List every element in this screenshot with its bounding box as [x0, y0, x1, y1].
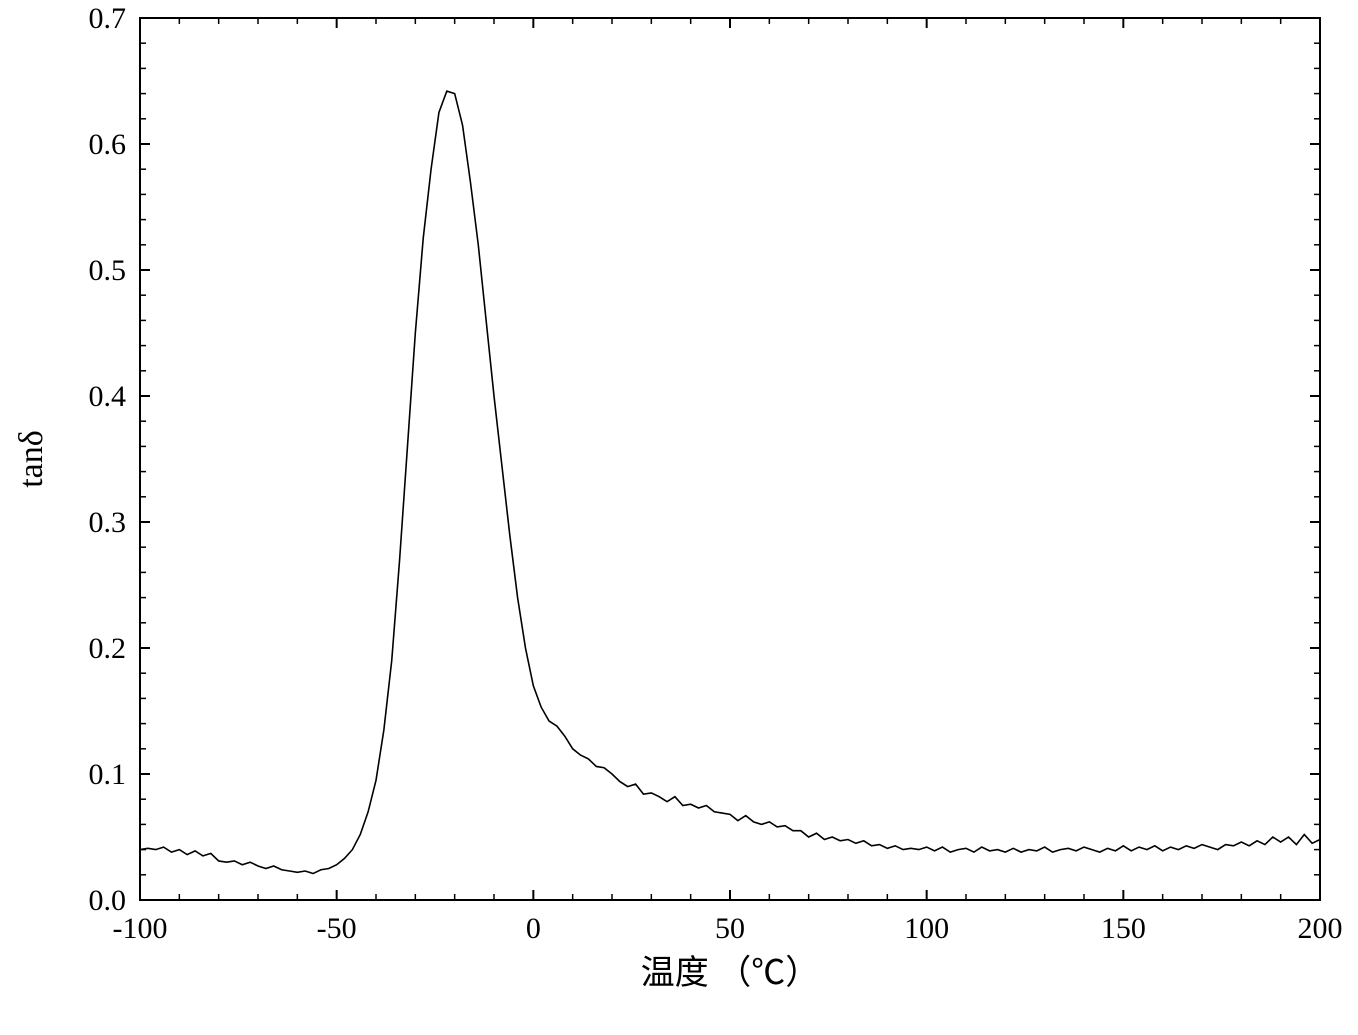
chart-container: -100-500501001502000.00.10.20.30.40.50.6…: [0, 0, 1358, 1035]
xtick-label: 200: [1298, 912, 1343, 945]
ytick-label: 0.6: [89, 128, 127, 161]
tan-delta-curve: [140, 91, 1320, 873]
xaxis-label: 温度 （℃）: [641, 954, 820, 992]
ytick-label: 0.0: [89, 884, 127, 917]
xtick-label: -50: [317, 912, 357, 945]
xtick-label: 0: [526, 912, 541, 945]
ytick-label: 0.5: [89, 254, 127, 287]
ytick-label: 0.3: [89, 506, 127, 539]
xtick-label: 50: [715, 912, 745, 945]
xtick-label: 150: [1101, 912, 1146, 945]
ytick-label: 0.2: [89, 632, 127, 665]
ytick-label: 0.1: [89, 758, 127, 791]
ytick-label: 0.4: [89, 380, 127, 413]
xtick-label: 100: [904, 912, 949, 945]
yaxis-label: tanδ: [13, 430, 50, 488]
plot-frame: [140, 18, 1320, 900]
line-chart: -100-500501001502000.00.10.20.30.40.50.6…: [0, 0, 1358, 1035]
ytick-label: 0.7: [89, 2, 127, 35]
